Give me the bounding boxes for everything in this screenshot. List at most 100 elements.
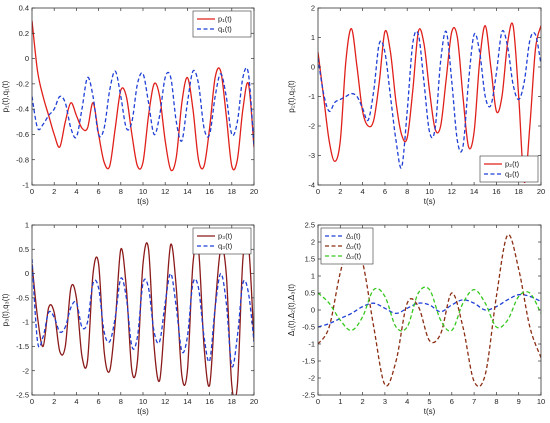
y-tick-label: 0.5 (19, 245, 29, 254)
legend-box (320, 227, 374, 265)
x-tick-label: 0 (30, 397, 34, 406)
x-tick-label: 1 (338, 397, 342, 406)
x-tick-label: 8 (405, 187, 409, 196)
x-tick-label: 20 (537, 187, 545, 196)
y-tick-label: -2.5 (302, 391, 315, 400)
legend-label-3: Δ₃(t) (346, 252, 362, 261)
y-tick-label: -2 (308, 374, 315, 383)
legend: p₂(t)q₂(t) (479, 155, 539, 183)
x-tick-label: 0 (30, 187, 34, 196)
y-tick-label: -1.5 (16, 342, 29, 351)
x-tick-label: 4 (74, 397, 78, 406)
x-tick-label: 10 (425, 187, 433, 196)
x-tick-label: 10 (139, 187, 147, 196)
legend-label-1: p₁(t) (218, 15, 232, 24)
x-tick-label: 16 (492, 187, 500, 196)
x-tick-label: 12 (161, 187, 169, 196)
x-tick-label: 2 (52, 187, 56, 196)
x-tick-label: 16 (205, 397, 213, 406)
x-axis-label: t(s) (137, 197, 149, 206)
series-line-2 (32, 67, 254, 148)
series-group (32, 236, 254, 395)
chart-panel-4: 0 1 2 3 4 5 6 7 8 9 10 -2.5 -2 -1.5 -1 -0.5 0 0.5 1 1.5 2 2.5… (287, 221, 545, 416)
y-tick-label: -2 (22, 366, 29, 375)
y-tick-label: 0 (311, 63, 315, 72)
y-tick-label: 1.5 (305, 255, 315, 264)
y-axis-label: p₃(t),q₃(t) (1, 293, 10, 326)
x-tick-label: 20 (250, 187, 258, 196)
series-line-2 (318, 29, 541, 169)
x-tick-label: 2 (338, 187, 342, 196)
x-tick-label: 12 (161, 397, 169, 406)
x-tick-label: 18 (228, 187, 236, 196)
y-tick-label: 0 (25, 54, 29, 63)
x-tick-label: 14 (183, 397, 191, 406)
x-tick-label: 8 (494, 397, 498, 406)
y-axis-label: p₂(t),q₂(t) (287, 80, 296, 113)
x-tick-label: 10 (139, 397, 147, 406)
series-group (318, 22, 541, 183)
legend-box (192, 10, 252, 38)
legend-box (192, 227, 252, 255)
x-tick-label: 9 (517, 397, 521, 406)
legend-label-2: q₁(t) (218, 25, 232, 34)
y-tick-label: -0.4 (16, 105, 29, 114)
x-tick-label: 14 (470, 187, 478, 196)
legend-label-1: p₂(t) (505, 160, 520, 169)
series-line-1 (32, 236, 254, 395)
series-group (32, 20, 254, 172)
legend-box (479, 155, 539, 183)
legend: p₁(t)q₁(t) (192, 10, 252, 38)
x-tick-label: 5 (427, 397, 431, 406)
plot-area (32, 8, 254, 185)
y-tick-label: -2.5 (16, 391, 29, 400)
y-tick-label: 1 (311, 272, 315, 281)
y-tick-label: -1 (308, 340, 315, 349)
y-tick-label: 2 (311, 238, 315, 247)
x-tick-label: 2 (361, 397, 365, 406)
legend-label-2: q₂(t) (505, 170, 520, 179)
legend-label-1: p₃(t) (218, 232, 233, 241)
x-tick-label: 14 (183, 187, 191, 196)
y-tick-label: 2.5 (305, 221, 315, 230)
chart-panel-3: 0 2 4 6 8 10 12 14 16 18 20 -2.5 -2 -1.5 -1 -0.5 0 0.5 1 t(… (1, 221, 258, 416)
y-tick-label: -0.2 (16, 79, 29, 88)
y-tick-label: 0 (25, 269, 29, 278)
y-tick-label: -1 (22, 318, 29, 327)
x-tick-label: 6 (383, 187, 387, 196)
y-tick-label: -0.5 (302, 323, 315, 332)
x-tick-label: 12 (448, 187, 456, 196)
x-tick-label: 7 (472, 397, 476, 406)
y-tick-label: -1.5 (302, 357, 315, 366)
legend-label-2: q₃(t) (218, 242, 233, 251)
y-tick-label: -1 (22, 181, 29, 190)
x-tick-label: 18 (228, 397, 236, 406)
y-tick-label: 0.4 (19, 4, 29, 13)
legend-label-1: Δ₁(t) (346, 232, 361, 241)
x-tick-label: 2 (52, 397, 56, 406)
chart-panel-2: 0 2 4 6 8 10 12 14 16 18 20-4-3-2-1012t(s)p₂(t),q₂… (287, 4, 545, 206)
x-tick-label: 18 (515, 187, 523, 196)
y-tick-label: -1 (308, 92, 315, 101)
x-tick-label: 6 (97, 397, 101, 406)
legend: p₃(t)q₃(t) (192, 227, 252, 255)
x-tick-label: 20 (250, 397, 258, 406)
x-axis-label: t(s) (424, 197, 436, 206)
y-tick-label: -4 (308, 181, 315, 190)
y-tick-label: -0.6 (16, 130, 29, 139)
series-line-3 (318, 286, 541, 332)
y-tick-label: -3 (308, 151, 315, 160)
x-tick-label: 16 (205, 187, 213, 196)
chart-panel-1: 0 2 4 6 8 10 12 14 16 18 20 -1 -0.8 -0.6 -0.4 -0.2 0 0.2 0… (1, 4, 258, 206)
y-tick-label: -0.8 (16, 155, 29, 164)
x-tick-label: 0 (316, 397, 320, 406)
y-tick-label: -0.5 (16, 293, 29, 302)
x-axis-label: t(s) (137, 407, 149, 416)
series-line-1 (32, 20, 254, 172)
y-tick-label: 0.2 (19, 29, 29, 38)
x-tick-label: 4 (405, 397, 409, 406)
series-line-1 (318, 293, 541, 328)
x-axis-label: t(s) (424, 407, 436, 416)
legend: Δ₁(t)Δ₂(t)Δ₃(t) (320, 227, 374, 265)
